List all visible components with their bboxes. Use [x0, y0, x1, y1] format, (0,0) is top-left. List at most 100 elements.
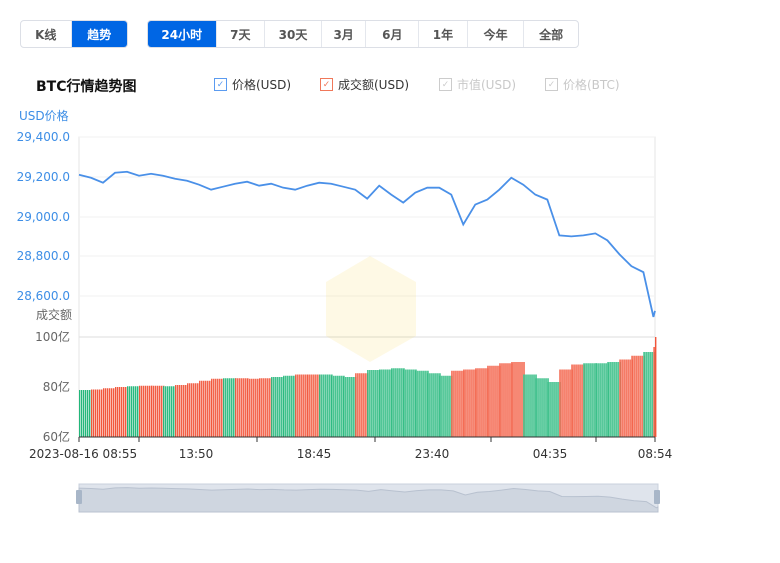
- volume-bar: [307, 374, 321, 437]
- volume-bar-slice: [451, 370, 453, 437]
- volume-bar-slice: [107, 388, 109, 437]
- volume-bar-slice: [449, 375, 451, 437]
- slider-track[interactable]: [78, 483, 659, 513]
- volume-bar-slice: [141, 385, 143, 437]
- volume-bar-slice: [523, 374, 525, 437]
- tab-range_tabs-6[interactable]: 今年: [468, 21, 525, 47]
- volume-bar-slice: [367, 373, 369, 437]
- x-tick-label: 2023-08-16 08:55: [29, 447, 137, 461]
- volume-bar: [619, 359, 633, 437]
- checkbox-icon[interactable]: ✓: [320, 78, 333, 91]
- volume-bar-slice: [325, 374, 327, 437]
- volume-bar-slice: [605, 363, 607, 437]
- tab-range_tabs-2[interactable]: 30天: [265, 21, 322, 47]
- tab-range_tabs-3[interactable]: 3月: [322, 21, 367, 47]
- volume-bar-slice: [267, 378, 269, 437]
- checkbox-icon[interactable]: ✓: [214, 78, 227, 91]
- volume-bar-slice: [387, 369, 389, 437]
- volume-bar-slice: [335, 375, 337, 437]
- checkbox-icon[interactable]: ✓: [545, 78, 558, 91]
- volume-bar-slice: [383, 369, 385, 437]
- volume-bar-slice: [343, 375, 345, 437]
- volume-bar-slice: [273, 377, 275, 437]
- volume-bar-slice: [427, 373, 429, 437]
- volume-tick-label: 100亿: [35, 329, 70, 344]
- legend-item-3[interactable]: ✓ 价格(BTC): [545, 76, 620, 93]
- volume-bar-slice: [91, 390, 93, 437]
- volume-bar-slice: [621, 359, 623, 437]
- volume-bar-slice: [319, 374, 321, 437]
- volume-bar-slice: [367, 370, 369, 437]
- volume-bar-slice: [193, 383, 195, 437]
- volume-bar-slice: [601, 363, 603, 437]
- volume-bar-slice: [197, 383, 199, 437]
- volume-bar-slice: [597, 363, 599, 437]
- legend-item-2[interactable]: ✓ 市值(USD): [439, 76, 516, 93]
- volume-bar: [547, 382, 561, 437]
- slider-left-handle[interactable]: [76, 490, 82, 504]
- volume-bar: [571, 364, 585, 437]
- tab-range_tabs-1[interactable]: 7天: [217, 21, 266, 47]
- volume-bar: [391, 368, 405, 437]
- volume-bar-slice: [373, 370, 375, 437]
- volume-bar-slice: [359, 373, 361, 437]
- volume-bar-slice: [269, 378, 271, 437]
- slider-right-handle[interactable]: [654, 490, 660, 504]
- volume-bar-slice: [183, 385, 185, 437]
- volume-bar-slice: [315, 374, 317, 437]
- volume-bar-slice: [505, 363, 507, 437]
- volume-bar-slice: [475, 368, 477, 437]
- legend-label: 价格(BTC): [563, 78, 620, 92]
- volume-bar-slice: [415, 369, 417, 437]
- volume-bar-slice: [493, 365, 495, 437]
- volume-bar: [103, 388, 117, 437]
- volume-bar-slice: [595, 363, 597, 437]
- tab-range_tabs-5[interactable]: 1年: [419, 21, 468, 47]
- tab-range_tabs-4[interactable]: 6月: [366, 21, 420, 47]
- volume-bar-slice: [275, 377, 277, 437]
- volume-bar-slice: [365, 373, 367, 437]
- volume-bar: [235, 378, 249, 437]
- tab-mode_tabs-1[interactable]: 趋势: [71, 21, 127, 47]
- volume-bar-slice: [535, 378, 537, 437]
- volume-bar-slice: [361, 373, 363, 437]
- volume-bar-slice: [459, 370, 461, 437]
- volume-bar-slice: [453, 370, 455, 437]
- range-slider[interactable]: [76, 483, 660, 513]
- volume-bar-slice: [419, 370, 421, 437]
- volume-bar-slice: [223, 378, 225, 437]
- legend-item-0[interactable]: ✓ 价格(USD): [214, 76, 291, 93]
- legend-item-1[interactable]: ✓ 成交额(USD): [320, 76, 409, 93]
- volume-bar-slice: [625, 359, 627, 437]
- price-tick-label: 28,600.0: [17, 289, 70, 303]
- tab-range_tabs-0[interactable]: 24小时: [148, 21, 217, 47]
- volume-bar-slice: [95, 389, 97, 437]
- x-tick-label: 08:54: [638, 447, 673, 461]
- volume-bar-slice: [561, 369, 563, 437]
- volume-bar-slice: [245, 378, 247, 437]
- legend-label: 成交额(USD): [338, 78, 410, 92]
- volume-bar-slice: [171, 386, 173, 437]
- volume-bar-slice: [591, 363, 593, 437]
- volume-bar-slice: [479, 368, 481, 437]
- volume-bar-slice: [499, 365, 501, 437]
- volume-bar: [655, 337, 657, 437]
- volume-bar-slice: [129, 386, 131, 437]
- volume-bar-slice: [181, 385, 183, 437]
- volume-bar-slice: [519, 362, 521, 437]
- volume-bar-slice: [381, 369, 383, 437]
- checkbox-icon[interactable]: ✓: [439, 78, 452, 91]
- tab-range_tabs-7[interactable]: 全部: [539, 27, 564, 42]
- volume-bar-slice: [403, 368, 405, 437]
- volume-bar-slice: [587, 363, 589, 437]
- price-tick-label: 29,000.0: [17, 210, 70, 224]
- volume-bar-slice: [165, 386, 167, 437]
- volume-bar-slice: [321, 374, 323, 437]
- volume-bar-slice: [283, 377, 285, 437]
- tab-mode_tabs-0[interactable]: K线: [21, 21, 72, 47]
- volume-bar-slice: [379, 369, 381, 437]
- volume-bar-slice: [461, 370, 463, 437]
- volume-bar-slice: [277, 377, 279, 437]
- volume-bar-slice: [599, 363, 601, 437]
- volume-bar-slice: [607, 363, 609, 437]
